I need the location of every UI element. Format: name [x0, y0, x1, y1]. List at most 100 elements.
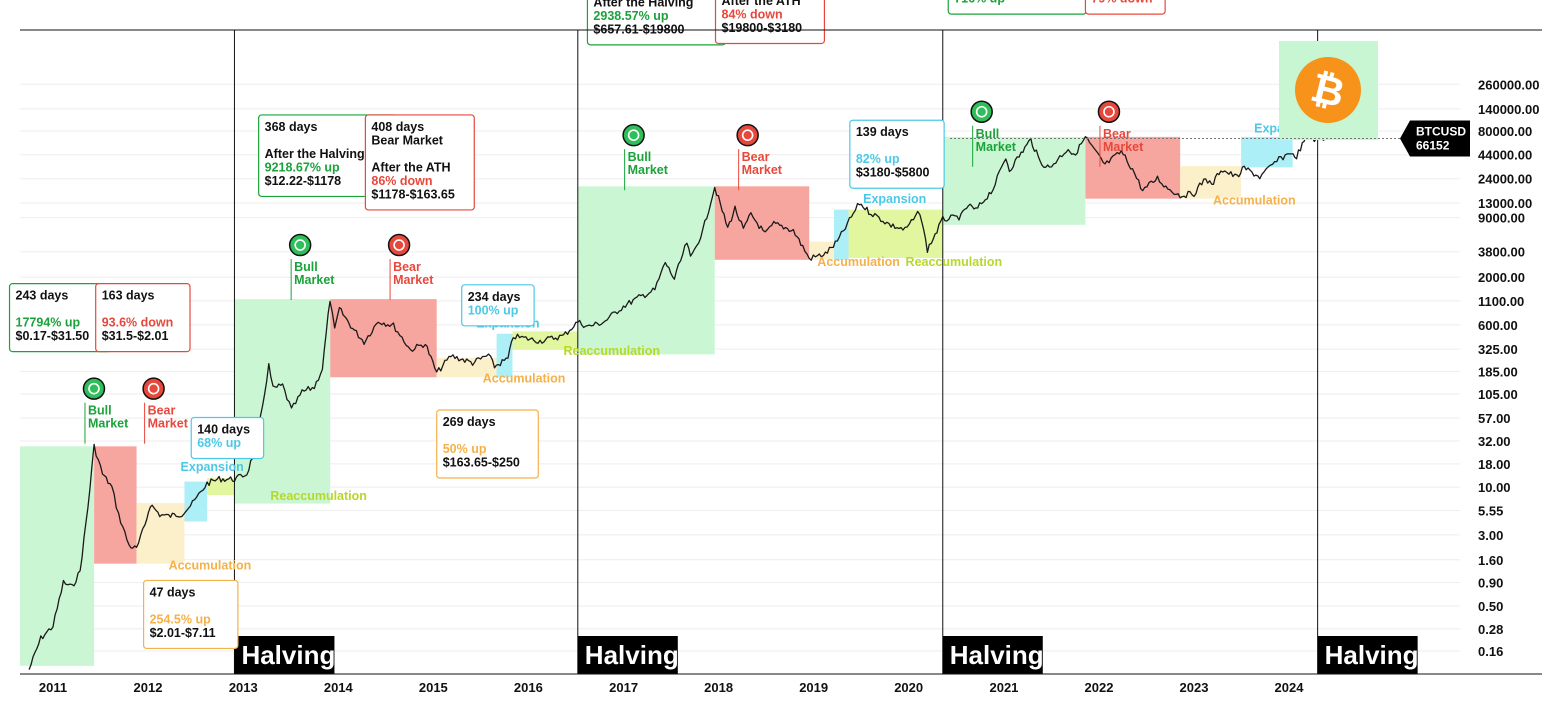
info-box-frame	[947, 0, 1087, 15]
y-tick-label: 185.00	[1478, 365, 1518, 380]
info-box-line: $31.5-$2.01	[102, 329, 169, 343]
info-box-line: 86% down	[371, 174, 432, 188]
y-tick-label: 3.00	[1478, 528, 1503, 543]
halving-label: Halving	[950, 640, 1044, 670]
info-box-expansion: 139 days 82% up$3180-$5800	[849, 119, 945, 189]
zone-accumulation	[809, 241, 834, 260]
y-tick-label: 0.16	[1478, 644, 1503, 659]
x-tick-label: 2018	[704, 680, 733, 695]
zone-bull	[577, 186, 715, 355]
info-box-line: 68% up	[197, 436, 241, 450]
bull-icon	[82, 377, 106, 400]
info-box-line: 139 days	[856, 125, 909, 139]
market-label: Market	[88, 417, 129, 431]
market-label: Market	[628, 163, 669, 177]
info-box-line: $3180-$5800	[856, 166, 930, 180]
info-box-line: 368 days	[265, 120, 318, 134]
y-tick-label: 44000.00	[1478, 148, 1532, 163]
info-box-frame	[364, 114, 475, 211]
zone-bull	[20, 446, 95, 666]
x-tick-label: 2023	[1180, 680, 1209, 695]
zone-accumulation	[436, 358, 497, 378]
y-tick-label: 600.00	[1478, 318, 1518, 333]
icon-detail	[393, 239, 405, 251]
y-tick-label: 2000.00	[1478, 270, 1525, 285]
market-label: Market	[393, 273, 434, 287]
info-box-line: 2938.57% up	[593, 9, 668, 23]
market-label: Market	[148, 417, 189, 431]
x-tick-label: 2021	[989, 680, 1018, 695]
info-box-line: 84% down	[722, 8, 783, 22]
halving-badge	[1317, 636, 1418, 674]
info-box-line: $657.61-$19800	[593, 22, 684, 36]
info-box-accumulation: 269 days 50% up$163.65-$250	[436, 409, 539, 479]
axes: 2011 2012 2013 2014 2015 2016 2017 2018 2019 2020…	[20, 29, 1542, 695]
halving-badge	[942, 636, 1043, 674]
info-box-line: 9218.67% up	[265, 160, 340, 174]
x-tick-label: 2024	[1275, 680, 1305, 695]
info-box-frame	[436, 409, 539, 479]
info-box-line: $2.01-$7.11	[150, 626, 216, 640]
bear-icon	[387, 233, 411, 257]
phase-label-accumulation: Accumulation	[1213, 194, 1296, 208]
market-label: Market	[294, 273, 335, 287]
market-label: Market	[1103, 140, 1144, 154]
bitcoin-logo: ₿	[1279, 41, 1378, 140]
y-tick-label: 1100.00	[1478, 294, 1524, 309]
market-label: Bull	[88, 404, 112, 418]
y-tick-label: 57.00	[1478, 411, 1511, 426]
zone-bear	[714, 186, 810, 260]
price-tag-symbol: BTCUSD	[1416, 125, 1466, 139]
price-tag-value: 66152	[1416, 139, 1450, 153]
y-tick-label: 5.55	[1478, 503, 1503, 518]
info-box-frame	[461, 284, 535, 327]
halving-label: Halving	[585, 640, 679, 670]
zone-bear	[1085, 136, 1181, 199]
x-tick-label: 2022	[1085, 680, 1114, 695]
phase-label-reaccumulation: Reaccumulation	[270, 489, 367, 503]
bull-icon	[288, 233, 312, 257]
info-box-line: $19800-$3180	[722, 21, 803, 35]
info-box-line: 269 days	[443, 415, 496, 429]
zone-expansion	[833, 209, 849, 260]
info-box-frame	[95, 283, 191, 353]
info-box-accumulation: 47 days 254.5% up$2.01-$7.11	[142, 579, 239, 650]
info-box-frame	[190, 416, 265, 460]
icon-detail	[975, 105, 988, 118]
info-box-line: $1178-$163.65	[371, 187, 454, 201]
info-box-line: $163.65-$250	[443, 456, 520, 470]
y-tick-label: 24000.00	[1478, 172, 1532, 187]
info-box-line: Bear Market	[371, 133, 443, 147]
info-box-line: 140 days	[197, 422, 250, 436]
y-tick-label: 140000.00	[1478, 102, 1539, 117]
halving-label: Halving	[241, 640, 335, 670]
y-tick-label: 10.00	[1478, 480, 1511, 495]
info-box-line: 79% down	[1091, 0, 1152, 6]
market-label: Bear	[393, 260, 421, 274]
info-box-line: 163 days	[102, 289, 155, 303]
info-box-bear: 163 days 93.6% down$31.5-$2.01	[95, 283, 191, 353]
market-label: Market	[742, 163, 783, 177]
info-box-line: After the Halving	[593, 0, 693, 9]
zone-bull	[942, 136, 1086, 225]
y-tick-label: 18.00	[1478, 457, 1511, 472]
icon-detail	[627, 129, 640, 141]
y-tick-label: 3800.00	[1478, 245, 1525, 260]
info-box-line: 50% up	[443, 442, 487, 456]
x-tick-label: 2019	[799, 680, 828, 695]
x-tick-label: 2012	[134, 680, 163, 695]
info-box-line: 100% up	[468, 303, 519, 317]
zone-expansion	[496, 333, 513, 378]
info-box-line: After the ATH	[722, 0, 801, 8]
y-tick-label: 13000.00	[1478, 196, 1532, 211]
info-box-line: After the ATH	[371, 160, 450, 174]
